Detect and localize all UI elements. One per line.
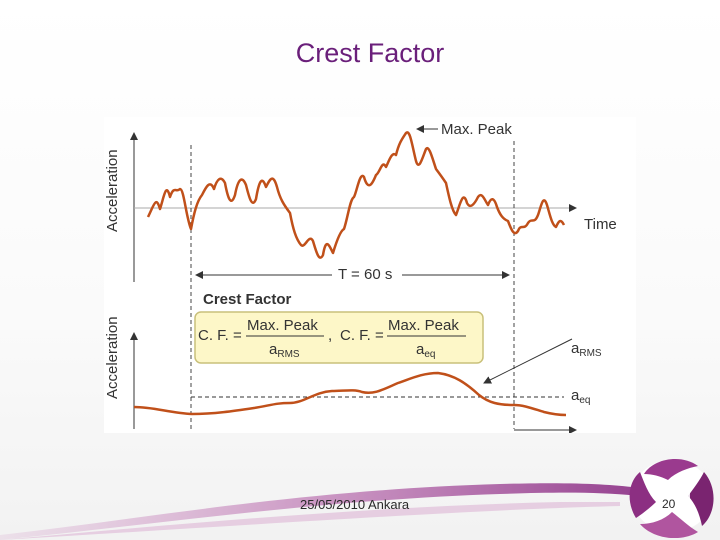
formula1-numerator: Max. Peak [247, 317, 318, 334]
formula2-lhs: C. F. = [340, 327, 384, 344]
slide-title: Crest Factor [295, 38, 445, 68]
formula2-numerator: Max. Peak [388, 317, 459, 334]
rms-curve [133, 371, 567, 417]
crest-factor-diagram: Acceleration Time Max. Peak T = 60 s Cre… [104, 117, 636, 433]
formula2-denominator: aeq [416, 341, 435, 360]
aeq-label: aeq [571, 387, 590, 406]
duration-label: T = 60 s [338, 266, 392, 283]
time-label: Time [584, 216, 617, 233]
formula1-lhs: C. F. = [198, 327, 242, 344]
hands-logo-icon [629, 459, 714, 538]
page-number: 20 [662, 497, 676, 511]
formula-box [194, 311, 484, 364]
formula1-denominator: aRMS [269, 341, 300, 360]
section-title: Crest Factor [203, 291, 292, 308]
formula-separator: , [328, 327, 332, 344]
acceleration-signal [146, 131, 566, 259]
bottom-ylabel: Acceleration [104, 316, 121, 399]
footer-date: 25/05/2010 Ankara [300, 497, 410, 512]
diagram-svg: Acceleration Time Max. Peak T = 60 s Cre… [104, 121, 617, 433]
arms-arrow [483, 338, 573, 384]
arms-label: aRMS [571, 340, 602, 359]
max-peak-label: Max. Peak [441, 121, 512, 138]
top-ylabel: Acceleration [104, 149, 121, 232]
footer-swoosh [0, 483, 640, 540]
